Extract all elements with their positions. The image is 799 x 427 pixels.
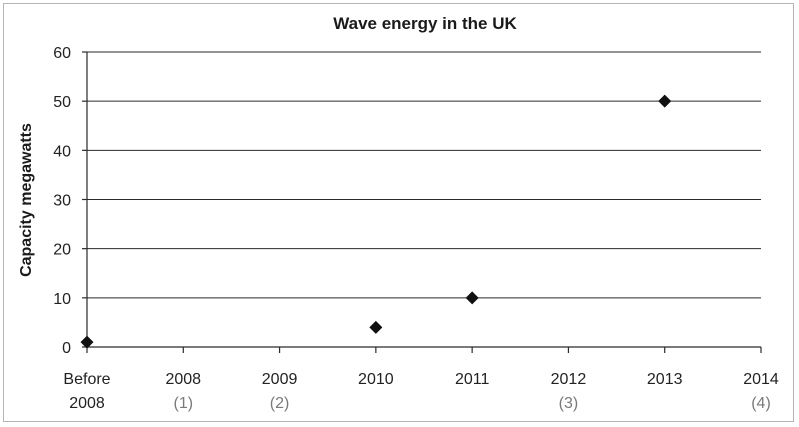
x-tick-label-7: 2014: [743, 371, 779, 388]
gridlines: [86, 51, 761, 348]
x-tick-label-4: 2011: [455, 371, 490, 388]
x-tick-note-5: (3): [559, 395, 579, 412]
x-tick-label-6: 2013: [647, 371, 683, 388]
y-tick-label-30: 30: [53, 193, 71, 210]
data-point-2011: [465, 291, 479, 305]
y-tick-label-10: 10: [53, 291, 71, 308]
x-tick-label-0: Before: [63, 371, 110, 388]
y-axis-ticks: 0 10 20 30 40 50 60: [53, 45, 87, 357]
y-tick-label-20: 20: [53, 242, 71, 259]
x-tick-note-1: (1): [174, 395, 194, 412]
y-tick-label-50: 50: [53, 94, 71, 111]
x-tick-note-2: (2): [270, 395, 290, 412]
data-point-2010: [369, 320, 383, 334]
x-tick-label-3: 2010: [358, 371, 394, 388]
x-tick-label-line2-0: 2008: [69, 395, 105, 412]
x-tick-label-1: 2008: [165, 371, 201, 388]
x-tick-label-5: 2012: [551, 371, 587, 388]
y-tick-label-0: 0: [62, 340, 71, 357]
x-tick-note-7: (4): [751, 395, 771, 412]
y-axis-label: Capacity megawatts: [18, 123, 35, 277]
data-point-before-2008: [80, 335, 94, 349]
y-tick-label-60: 60: [53, 45, 71, 62]
data-point-2013: [658, 94, 672, 108]
x-axis-ticks: Before 2008 2008 (1) 2009 (2) 2010 2011 2012 (3) 2…: [63, 347, 779, 412]
x-tick-label-2: 2009: [262, 371, 298, 388]
y-tick-label-40: 40: [53, 143, 71, 160]
chart-frame: [3, 3, 794, 422]
data-points: [80, 94, 672, 349]
chart-title: Wave energy in the UK: [333, 14, 517, 33]
